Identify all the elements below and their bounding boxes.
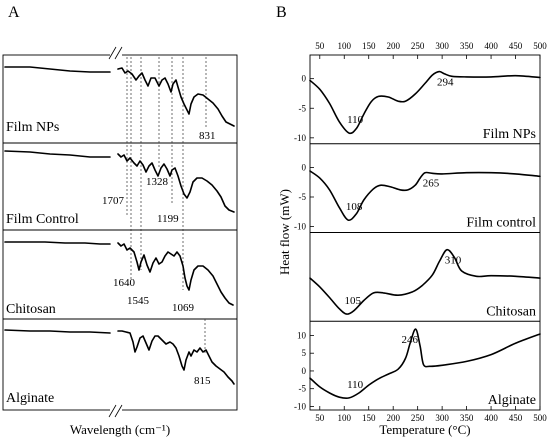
dsc-y-tick-label: 10 [297,330,307,340]
dsc-y-tick-label: 0 [302,366,307,376]
ftir-curve-film-control [4,150,235,213]
ftir-label-film-control: Film Control [6,212,79,227]
ftir-peak-label: 1328 [146,176,169,188]
dsc-x-axis-label: Temperature (°C) [379,422,470,437]
dsc-y-tick-label: 0 [302,162,307,172]
dsc-top-tick-label: 300 [435,41,449,51]
ftir-curve-film-nps [4,66,235,127]
dsc-y-tick-label: -5 [299,384,307,394]
ftir-peak-label: 1707 [102,195,125,207]
panel-a-ftir: Film NPs Film Control Chitosan Alginate … [2,45,238,437]
dsc-curve-alginate [309,328,541,399]
dsc-series-name: Chitosan [486,304,536,319]
dsc-top-axis: 50 100 150 200 250 300 350 400 450 500 [315,41,547,59]
dsc-y-tick-label: -5 [299,192,307,202]
ftir-peak-label: 831 [199,130,216,142]
panel-b-dsc: 50 100 150 200 250 300 350 400 450 500 50 100 150 20… [277,41,547,437]
panel-b-letter: B [276,4,287,21]
dsc-y-axes: 0 -5 -10 0 -5 -10 10 5 0 -5 -10 [294,74,314,411]
ftir-peak-label: 815 [194,375,211,387]
dsc-peak-label: 108 [346,201,363,213]
dsc-bottom-tick-label: 100 [338,413,352,423]
dsc-peak-label: 110 [347,114,364,126]
ftir-label-chitosan: Chitosan [6,302,56,317]
dsc-bottom-tick-label: 400 [484,413,498,423]
dsc-peak-label: 310 [445,255,462,267]
dsc-bottom-tick-label: 150 [362,413,376,423]
dsc-curve-film-nps [309,70,541,135]
dsc-top-tick-label: 50 [315,41,325,51]
dsc-top-tick-label: 350 [460,41,474,51]
dsc-top-tick-label: 100 [338,41,352,51]
dsc-bottom-tick-label: 50 [315,413,325,423]
dsc-bottom-tick-label: 250 [411,413,425,423]
dsc-peak-labels: 110 294 108 265 105 310 110 246 [344,77,461,391]
dsc-curves [309,70,541,399]
ftir-peak-label: 1199 [157,213,179,225]
dsc-series-name: Film control [466,216,536,231]
dsc-y-tick-label: -10 [294,401,306,411]
panel-a-letter: A [8,4,20,21]
ftir-label-alginate: Alginate [6,391,54,406]
dsc-dividers [310,143,540,322]
panel-a-frame [2,54,238,411]
ftir-label-film-nps: Film NPs [6,120,59,135]
dsc-bottom-axis: 50 100 150 200 250 300 350 400 450 500 [315,406,547,423]
dsc-top-tick-label: 400 [484,41,498,51]
dsc-top-tick-label: 250 [411,41,425,51]
dsc-peak-label: 265 [423,178,440,190]
ftir-peak-label: 1069 [172,302,195,314]
dsc-peak-label: 294 [437,77,454,89]
dsc-y-tick-label: -10 [294,133,306,143]
dsc-top-tick-label: 150 [362,41,376,51]
dsc-curve-film-control [309,170,541,222]
dsc-top-tick-label: 500 [533,41,547,51]
dsc-curve-chitosan [309,248,541,315]
dsc-peak-label: 105 [344,295,361,307]
dsc-series-name: Film NPs [483,127,536,142]
dsc-peak-label: 110 [347,379,364,391]
dsc-bottom-tick-label: 300 [435,413,449,423]
ftir-x-axis-label: Wavelength (cm⁻¹) [70,422,170,437]
dsc-series-name: Alginate [488,393,536,408]
dsc-y-tick-label: 5 [302,348,307,358]
dsc-bottom-tick-label: 200 [386,413,400,423]
axis-break-bottom [108,403,123,419]
axis-break-top [108,45,123,61]
ftir-curve-chitosan [4,241,234,306]
dsc-peak-label: 246 [401,334,418,346]
ftir-curve-alginate [4,329,235,385]
dsc-bottom-tick-label: 500 [533,413,547,423]
dsc-bottom-tick-label: 350 [460,413,474,423]
dsc-top-tick-label: 200 [386,41,400,51]
dsc-bottom-tick-label: 450 [509,413,523,423]
dsc-top-tick-label: 450 [509,41,523,51]
dsc-y-axis-label: Heat flow (mW) [277,189,292,275]
dsc-y-tick-label: 0 [302,74,307,84]
peak-guides [126,57,207,353]
ftir-peak-label: 1640 [113,277,136,289]
ftir-peak-label: 1545 [127,295,150,307]
dsc-series-names: Film NPs Film control Chitosan Alginate [466,127,536,408]
dsc-y-tick-label: -5 [299,103,307,113]
dsc-y-tick-label: -10 [294,222,306,232]
